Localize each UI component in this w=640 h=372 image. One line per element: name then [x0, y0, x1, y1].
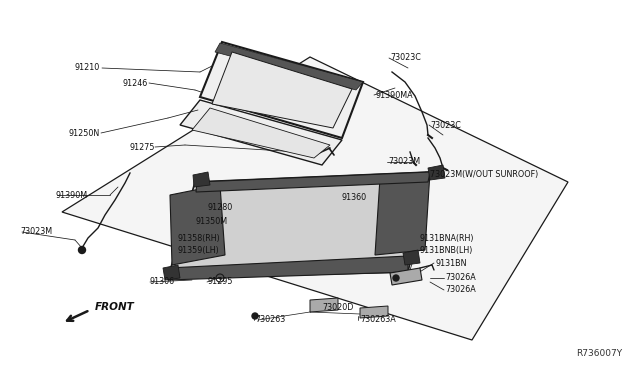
- Text: 91359(LH): 91359(LH): [178, 246, 220, 254]
- Text: R736007Y: R736007Y: [576, 349, 622, 358]
- Polygon shape: [215, 43, 363, 90]
- Text: 9131BN: 9131BN: [435, 259, 467, 267]
- Text: 91295: 91295: [207, 278, 232, 286]
- Text: 73023M: 73023M: [20, 228, 52, 237]
- Polygon shape: [310, 298, 338, 312]
- Polygon shape: [360, 306, 388, 318]
- Polygon shape: [196, 172, 430, 192]
- Text: 73023C: 73023C: [430, 121, 461, 129]
- Text: 73020D: 73020D: [322, 304, 353, 312]
- Polygon shape: [163, 265, 180, 280]
- Polygon shape: [200, 42, 363, 138]
- Text: 9131BNB(LH): 9131BNB(LH): [420, 246, 474, 254]
- Text: 9131BNA(RH): 9131BNA(RH): [420, 234, 474, 243]
- Text: 73026A: 73026A: [445, 285, 476, 295]
- Text: 91210: 91210: [75, 64, 100, 73]
- Polygon shape: [390, 268, 422, 285]
- Text: 91358(RH): 91358(RH): [178, 234, 221, 243]
- Polygon shape: [62, 57, 568, 340]
- Text: 91246: 91246: [123, 78, 148, 87]
- Polygon shape: [170, 185, 225, 265]
- Circle shape: [252, 313, 258, 319]
- Text: 73023C: 73023C: [390, 54, 421, 62]
- Polygon shape: [212, 52, 352, 128]
- Circle shape: [79, 247, 86, 253]
- Polygon shape: [375, 172, 430, 255]
- Polygon shape: [403, 250, 420, 265]
- Text: 91360: 91360: [342, 193, 367, 202]
- Circle shape: [393, 275, 399, 281]
- Text: 73026A: 73026A: [445, 273, 476, 282]
- Text: 91350M: 91350M: [196, 218, 228, 227]
- Text: 91306: 91306: [150, 278, 175, 286]
- Text: 730263: 730263: [255, 315, 285, 324]
- Polygon shape: [168, 256, 408, 280]
- Text: 91280: 91280: [208, 203, 233, 212]
- Text: 91390M: 91390M: [55, 190, 87, 199]
- Polygon shape: [168, 172, 430, 278]
- Polygon shape: [192, 108, 330, 158]
- Text: FRONT: FRONT: [95, 302, 135, 312]
- Text: 91250N: 91250N: [68, 128, 100, 138]
- Text: 73023M: 73023M: [388, 157, 420, 167]
- Text: 73023M(W/OUT SUNROOF): 73023M(W/OUT SUNROOF): [430, 170, 538, 180]
- Text: 91275: 91275: [129, 142, 155, 151]
- Text: 730263A: 730263A: [360, 315, 396, 324]
- Polygon shape: [193, 172, 210, 187]
- Polygon shape: [428, 165, 445, 180]
- Polygon shape: [180, 100, 342, 165]
- Text: 91390MA: 91390MA: [375, 90, 413, 99]
